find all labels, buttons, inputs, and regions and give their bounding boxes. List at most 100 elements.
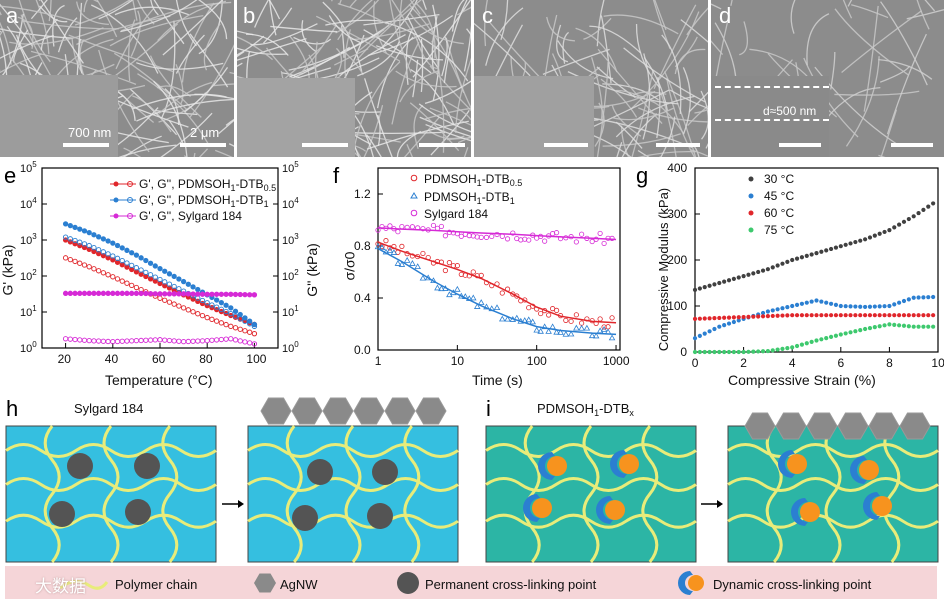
data-point-g (906, 216, 911, 222)
data-point-f (601, 240, 607, 247)
data-point-g (828, 334, 834, 340)
nanowire (408, 11, 464, 45)
data-point-e (251, 292, 258, 298)
data-point-g (901, 219, 907, 224)
data-point-f (442, 267, 449, 274)
data-point-f (499, 233, 505, 239)
data-point-g (736, 349, 741, 355)
nanowire (425, 123, 471, 142)
agnw-hexagon (353, 397, 385, 425)
data-point-f (434, 284, 441, 291)
nanowire (916, 0, 930, 30)
nanowire (694, 108, 708, 114)
legend-dynamic-label: Dynamic cross-linking point (713, 577, 872, 592)
nanowire (463, 24, 471, 72)
nanowire (189, 44, 234, 119)
data-point-e (119, 278, 125, 284)
data-point-f (517, 317, 525, 324)
nanowire (160, 112, 213, 157)
data-point-e (195, 311, 201, 317)
data-point-f (609, 235, 615, 241)
data-point-g (794, 302, 800, 307)
data-point-f (395, 249, 401, 255)
nanowire (118, 144, 177, 157)
data-point-g (799, 301, 805, 306)
data-point-g (770, 313, 775, 319)
data-point-g (833, 313, 839, 318)
agnw-hexagon (744, 412, 776, 440)
data-point-g (780, 261, 785, 266)
data-point-e (213, 337, 220, 343)
data-point-f (557, 313, 564, 319)
legend-marker-f-2 (410, 192, 418, 199)
ytick-label-f: 0.4 (354, 291, 371, 305)
nanowire (583, 17, 612, 40)
data-point-g (799, 255, 805, 260)
nanowire (409, 0, 421, 15)
agnw-hexagon (415, 397, 447, 425)
data-point-f (450, 289, 457, 296)
scale-bar-b1 (302, 143, 348, 147)
nanowire (457, 6, 471, 16)
data-point-g (848, 313, 853, 318)
data-point-e (237, 338, 243, 344)
nanowire (339, 33, 406, 77)
agnw-hexagon (322, 397, 354, 425)
data-point-f (573, 239, 579, 245)
data-point-g (697, 286, 702, 291)
polymer-chain (344, 425, 362, 563)
data-point-g (911, 313, 916, 318)
nanowire (293, 36, 332, 45)
nanowire (132, 93, 227, 110)
data-point-g (926, 204, 931, 209)
legend-agnw-label: AgNW (280, 577, 318, 592)
data-point-g (785, 259, 790, 264)
nanowire (749, 48, 811, 80)
data-point-e (105, 238, 111, 244)
polymer-chain (247, 442, 459, 458)
data-point-f (383, 225, 389, 231)
data-point-g (794, 343, 800, 349)
nanowire (615, 89, 646, 99)
nanowire (700, 90, 708, 140)
nanowire (906, 9, 944, 20)
agnw-hexagon (260, 397, 292, 425)
nanowire (349, 0, 358, 8)
data-point-g (765, 309, 770, 314)
nanowire (711, 14, 730, 111)
nanowire (237, 35, 265, 56)
nanowire (198, 0, 223, 55)
ytick-label-g: 300 (667, 207, 687, 221)
nanowire (356, 0, 422, 61)
nanowire (546, 16, 576, 42)
data-point-e (100, 249, 107, 255)
nanowire (391, 41, 420, 125)
data-point-e (110, 257, 116, 263)
data-point-e (124, 280, 130, 286)
xtick-label-g: 2 (740, 356, 747, 370)
data-point-f (483, 234, 490, 240)
data-point-f (454, 263, 460, 269)
data-point-g (858, 304, 863, 309)
permanent-crosslink (134, 453, 160, 479)
data-point-g (746, 349, 751, 354)
legend-marker-e-open (127, 213, 133, 219)
dynamic-crosslink-core (787, 454, 807, 474)
data-point-g (814, 313, 819, 318)
nanowire (686, 7, 708, 36)
data-point-f (542, 238, 548, 244)
dynamic-crosslink-shell (791, 498, 808, 526)
nanowire (391, 0, 419, 41)
data-point-e (105, 251, 111, 257)
data-point-f (499, 290, 505, 296)
data-point-e (157, 291, 163, 297)
polymer-chain (523, 425, 541, 563)
legend-f-2: PDMSOH1-DTB1 (424, 190, 515, 206)
data-point-f (509, 316, 517, 322)
data-point-e (232, 313, 239, 319)
data-point-g (736, 315, 741, 320)
data-point-e (180, 291, 187, 297)
data-point-g (717, 280, 722, 286)
polymer-chain (403, 425, 421, 563)
ytick-label-e-right: 102 (282, 268, 299, 283)
